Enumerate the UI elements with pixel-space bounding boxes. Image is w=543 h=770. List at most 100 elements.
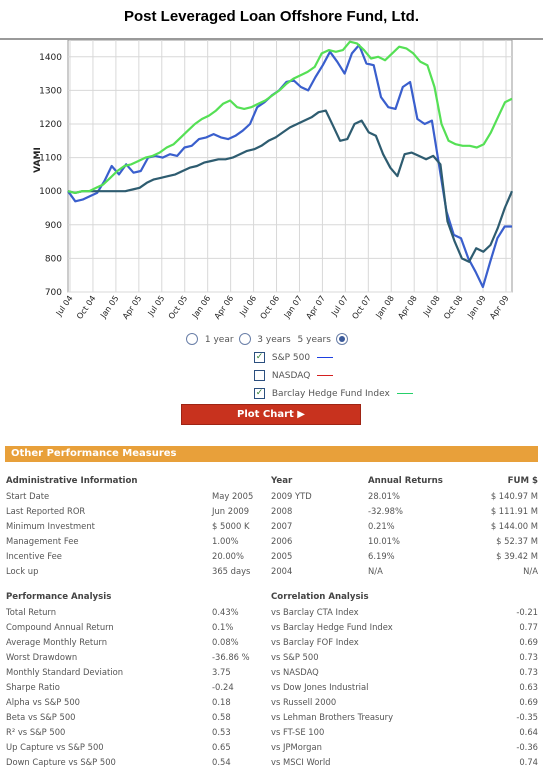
annual-return-cell: 28.01% [368,491,400,501]
x-tick-label: Apr 08 [396,294,419,321]
table-row: Incentive Fee 20.00% 2005 6.19% $ 39.42 M [6,549,538,563]
x-tick-label: Oct 05 [167,294,190,321]
perf-value: 0.58 [212,712,231,722]
legend-swatch-barclay [396,393,413,394]
admin-label: Last Reported ROR [6,506,86,516]
table-row: Monthly Standard Deviation 3.75 vs NASDAQ 0… [6,665,538,679]
fum-cell: $ 111.91 M [490,506,538,516]
year-cell: 2005 [271,551,293,561]
corr-value: 0.69 [519,697,538,707]
perf-label: R² vs S&P 500 [6,727,66,737]
checkbox-sp500[interactable]: ✓ [254,352,265,363]
perf-label: Compound Annual Return [6,622,114,632]
perf-label: Sharpe Ratio [6,682,60,692]
x-tick-label: Apr 06 [213,294,236,321]
corr-value: -0.35 [516,712,538,722]
corr-value: -0.21 [516,607,538,617]
plot-area [67,40,513,293]
perf-value: 0.08% [212,637,239,647]
x-tick-label: Apr 05 [121,294,144,321]
table-row: Average Monthly Return 0.08% vs Barclay FO… [6,635,538,649]
plot-chart-button[interactable]: Plot Chart ▶ [181,404,361,425]
perf-label: Up Capture vs S&P 500 [6,742,104,752]
fum-cell: $ 39.42 M [496,551,538,561]
table-row: Compound Annual Return 0.1% vs Barclay Hed… [6,620,538,634]
admin-value: 20.00% [212,551,244,561]
radio-3-years-label: 3 years [257,334,291,345]
corr-value: 0.74 [519,757,538,767]
fum-cell: $ 52.37 M [496,536,538,546]
perf-table: Performance Analysis Correlation Analysi… [6,590,538,768]
radio-5-years-label: 5 years [297,334,331,345]
year-header: Year [271,476,293,486]
series-line-2 [67,40,513,194]
perf-value: -0.24 [212,682,234,692]
perf-header-row: Performance Analysis Correlation Analysi… [6,590,538,604]
perf-label: Monthly Standard Deviation [6,667,124,677]
table-row: Sharpe Ratio -0.24 vs Dow Jones Industrial… [6,680,538,694]
radio-3-years[interactable] [239,333,252,345]
series-line-1 [67,109,514,263]
fum-cell: $ 140.97 M [490,491,538,501]
annual-return-cell: -32.98% [368,506,403,516]
legend-item-barclay[interactable]: ✓ Barclay Hedge Fund Index [254,388,413,399]
admin-label: Minimum Investment [6,521,95,531]
admin-label: Lock up [6,566,39,576]
admin-value: 365 days [212,566,251,576]
legend-label-sp500: S&P 500 [271,353,311,363]
perf-value: 0.65 [212,742,231,752]
annual-returns-header: Annual Returns [368,476,443,486]
radio-1-year-label: 1 year [204,334,234,345]
table-row: Beta vs S&P 500 0.58 vs Lehman Brothers Tr… [6,710,538,724]
table-row: Lock up 365 days 2004 N/A N/A [6,564,538,578]
table-row: Management Fee 1.00% 2006 10.01% $ 52.37 M [6,534,538,548]
perf-value: -36.86 % [212,652,250,662]
y-tick-label: 1300 [39,86,62,96]
perf-value: 0.43% [212,607,239,617]
legend-item-nasdaq[interactable]: NASDAQ [254,370,334,381]
admin-value: May 2005 [212,491,254,501]
x-tick-label: Jan 06 [190,294,212,321]
annual-return-cell: 6.19% [368,551,395,561]
perf-label: Alpha vs S&P 500 [6,697,81,707]
radio-1-year[interactable] [186,333,198,345]
admin-header: Administrative Information [6,476,138,486]
y-tick-label: 1000 [39,187,62,197]
x-tick-label: Oct 07 [350,294,373,321]
checkbox-barclay[interactable]: ✓ [254,388,265,399]
corr-value: 0.69 [519,637,538,647]
radio-5-years[interactable] [335,333,348,345]
corr-value: -0.36 [516,742,538,752]
y-tick-label: 800 [45,254,62,264]
admin-header-row: Administrative Information Year Annual R… [6,474,538,488]
legend-swatch-nasdaq [317,375,334,376]
perf-label: Beta vs S&P 500 [6,712,76,722]
admin-label: Start Date [6,491,50,501]
perf-label: Down Capture vs S&P 500 [6,757,116,767]
corr-label: vs FT-SE 100 [271,727,325,737]
checkbox-nasdaq[interactable] [254,370,265,381]
x-tick-label: Oct 04 [75,294,98,321]
legend-item-sp500[interactable]: ✓ S&P 500 [254,352,333,363]
x-tick-label: Jan 08 [374,294,396,321]
corr-value: 0.73 [519,667,538,677]
x-tick-label: Jul 06 [237,294,258,318]
page-title: Post Leveraged Loan Offshore Fund, Ltd. [123,8,420,25]
corr-value: 0.64 [519,727,538,737]
admin-value: Jun 2009 [212,506,250,516]
legend-label-nasdaq: NASDAQ [271,371,311,381]
perf-label: Total Return [6,607,57,617]
perf-header: Performance Analysis [6,592,112,602]
annual-return-cell: 10.01% [368,536,400,546]
admin-table: Administrative Information Year Annual R… [6,474,538,584]
year-cell: 2009 YTD [271,491,312,501]
table-row: R² vs S&P 500 0.53 vs FT-SE 100 0.64 [6,725,538,739]
x-tick-label: Oct 06 [259,294,282,321]
perf-value: 0.54 [212,757,231,767]
x-tick-label: Jul 08 [421,294,442,318]
corr-label: vs S&P 500 [271,652,319,662]
y-tick-label: 1200 [39,120,62,130]
section-header: Other Performance Measures [5,446,538,462]
table-row: Up Capture vs S&P 500 0.65 vs JPMorgan -0.3… [6,740,538,754]
